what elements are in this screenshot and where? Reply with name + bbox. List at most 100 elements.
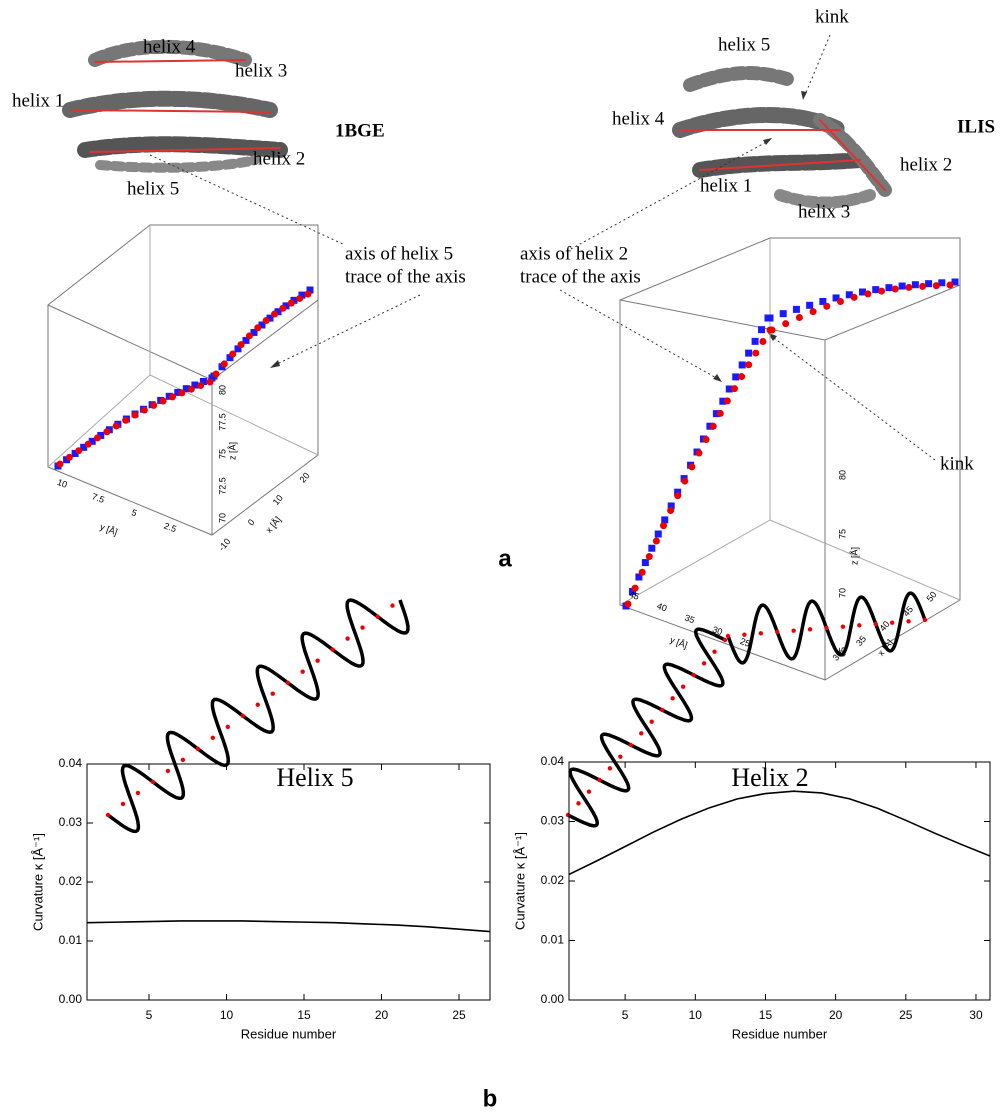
trace-point (751, 337, 759, 345)
trace-point (660, 522, 667, 530)
trace-point (752, 349, 760, 357)
curvature-line (568, 790, 991, 876)
trace-point (271, 310, 279, 318)
helix-axis-point (315, 658, 320, 663)
helix-axis-point (628, 742, 633, 748)
helix-axis-point (120, 801, 126, 807)
trace-point (237, 341, 245, 349)
panel-label: b (483, 1085, 498, 1112)
axis3d-label: y [Å] (669, 635, 689, 651)
trace-point (262, 316, 270, 324)
helix-label: helix 4 (612, 108, 665, 129)
helix-axis-point (906, 619, 911, 624)
helix-axis-point (649, 719, 654, 724)
annotation: kink (940, 453, 974, 474)
x-tick-label: 15 (759, 1008, 773, 1022)
trace-point (80, 443, 88, 451)
curvature-line (86, 920, 491, 933)
helix-axis-point (670, 696, 675, 701)
panel-label: a (498, 545, 512, 572)
trace-point (725, 385, 733, 393)
helix-axis-point (210, 735, 216, 741)
helix-axis-point (360, 625, 365, 630)
trace-point (719, 397, 727, 405)
trace-point (206, 378, 214, 386)
trace-point (695, 449, 703, 457)
helix-axis-point (105, 812, 111, 818)
trace-point (654, 530, 662, 538)
trace-point (738, 373, 746, 381)
trace-point (226, 354, 234, 362)
molecule-left (62, 39, 288, 173)
tick3d-label: 30 (711, 624, 724, 637)
helix-axis-point (701, 661, 707, 666)
trace-point (806, 301, 814, 309)
trace-point (282, 302, 290, 310)
trace-point (648, 544, 656, 552)
helix-axis-point (330, 647, 335, 652)
helix-curve (106, 598, 410, 834)
helix-axis-point (660, 707, 665, 713)
trace-point (745, 349, 753, 357)
tick3d-label: 35 (683, 613, 696, 626)
trace-point (905, 283, 913, 291)
helix-axis-point (807, 627, 813, 632)
annotation: trace of the axis (520, 266, 641, 287)
helix-axis-point (722, 637, 728, 643)
trace-point (628, 587, 636, 595)
trace-point (688, 463, 696, 471)
helix-axis-point (285, 680, 290, 685)
trace-point (667, 502, 675, 510)
trace-point (652, 537, 660, 545)
trace-point (738, 361, 746, 369)
trace-point (178, 389, 186, 397)
trace-point (731, 385, 738, 393)
helix-axis-point (775, 629, 780, 635)
tick3d-label: 5 (130, 507, 138, 518)
trace-point (212, 370, 220, 378)
trace-point (681, 477, 689, 485)
tick3d-label: -10 (217, 536, 233, 552)
trace-point (782, 320, 790, 328)
trace-point (845, 291, 853, 299)
trace-point (140, 406, 148, 414)
helix-label: helix 2 (900, 154, 952, 175)
trace-point (199, 377, 207, 385)
trace-point (932, 282, 940, 290)
y-tick-label: 0.02 (59, 874, 83, 888)
annotation: trace of the axis (345, 266, 466, 287)
trace-point (306, 286, 314, 294)
helix-axis-point (270, 691, 275, 696)
helix-label: helix 3 (235, 60, 287, 81)
trace-point (859, 288, 866, 296)
tick3d-label: 50 (924, 590, 938, 604)
trace-point (667, 506, 675, 514)
trace-point (191, 381, 199, 389)
helix-curve (567, 627, 726, 828)
tick3d-label: 25 (739, 636, 752, 649)
trace-point (635, 573, 643, 581)
y-tick-label: 0.01 (541, 933, 565, 947)
y-tick-label: 0.03 (59, 815, 83, 829)
y-tick-label: 0.00 (541, 992, 565, 1006)
trace-point (702, 435, 710, 443)
trace-point (832, 294, 840, 302)
x-tick-label: 5 (622, 1008, 629, 1022)
helix-title: Helix 5 (276, 763, 353, 792)
helix-axis-point (824, 625, 829, 631)
helix-axis-point (390, 603, 395, 608)
trace-point (242, 336, 250, 344)
tick3d-label: 72.5 (217, 477, 227, 495)
trace-point (88, 437, 96, 445)
x-tick-label: 20 (829, 1008, 843, 1022)
trace-point (836, 297, 844, 305)
trace-point (745, 361, 753, 369)
trace-point (645, 553, 653, 561)
trace-point (279, 304, 287, 312)
tick3d-label: 40 (877, 619, 891, 633)
trace-point (258, 321, 266, 329)
plot-frame (86, 763, 491, 1001)
trace-point (850, 293, 858, 301)
trace-point (891, 285, 899, 293)
